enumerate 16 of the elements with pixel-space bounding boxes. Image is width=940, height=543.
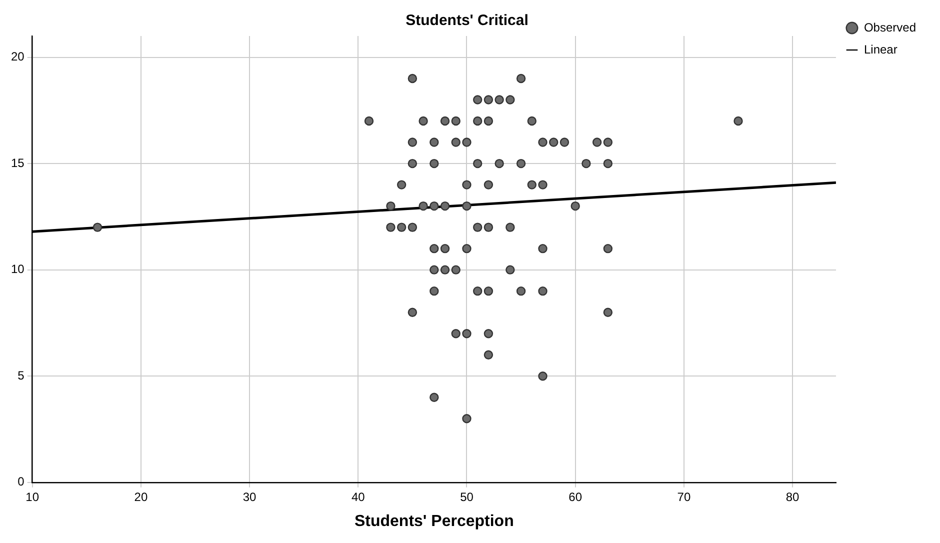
x-tick-label: 40: [351, 490, 366, 504]
y-tick-label: 15: [10, 156, 25, 170]
x-tick-label: 50: [460, 490, 474, 504]
legend-label: Observed: [864, 20, 916, 34]
x-tick-label: 70: [677, 490, 691, 504]
y-tick-label: 10: [10, 262, 25, 276]
x-tick-label: 60: [568, 490, 582, 504]
chart-title: Students' Critical: [406, 12, 528, 30]
x-tick-label: 80: [786, 490, 800, 504]
x-tick-label: 20: [134, 490, 148, 504]
y-tick-label: 5: [18, 368, 25, 382]
legend-label: Linear: [864, 42, 898, 56]
y-tick-label: 20: [10, 50, 25, 64]
x-axis-title: Students' Perception: [354, 512, 514, 530]
x-tick-label: 30: [242, 490, 257, 504]
y-tick-label: 0: [18, 474, 25, 489]
